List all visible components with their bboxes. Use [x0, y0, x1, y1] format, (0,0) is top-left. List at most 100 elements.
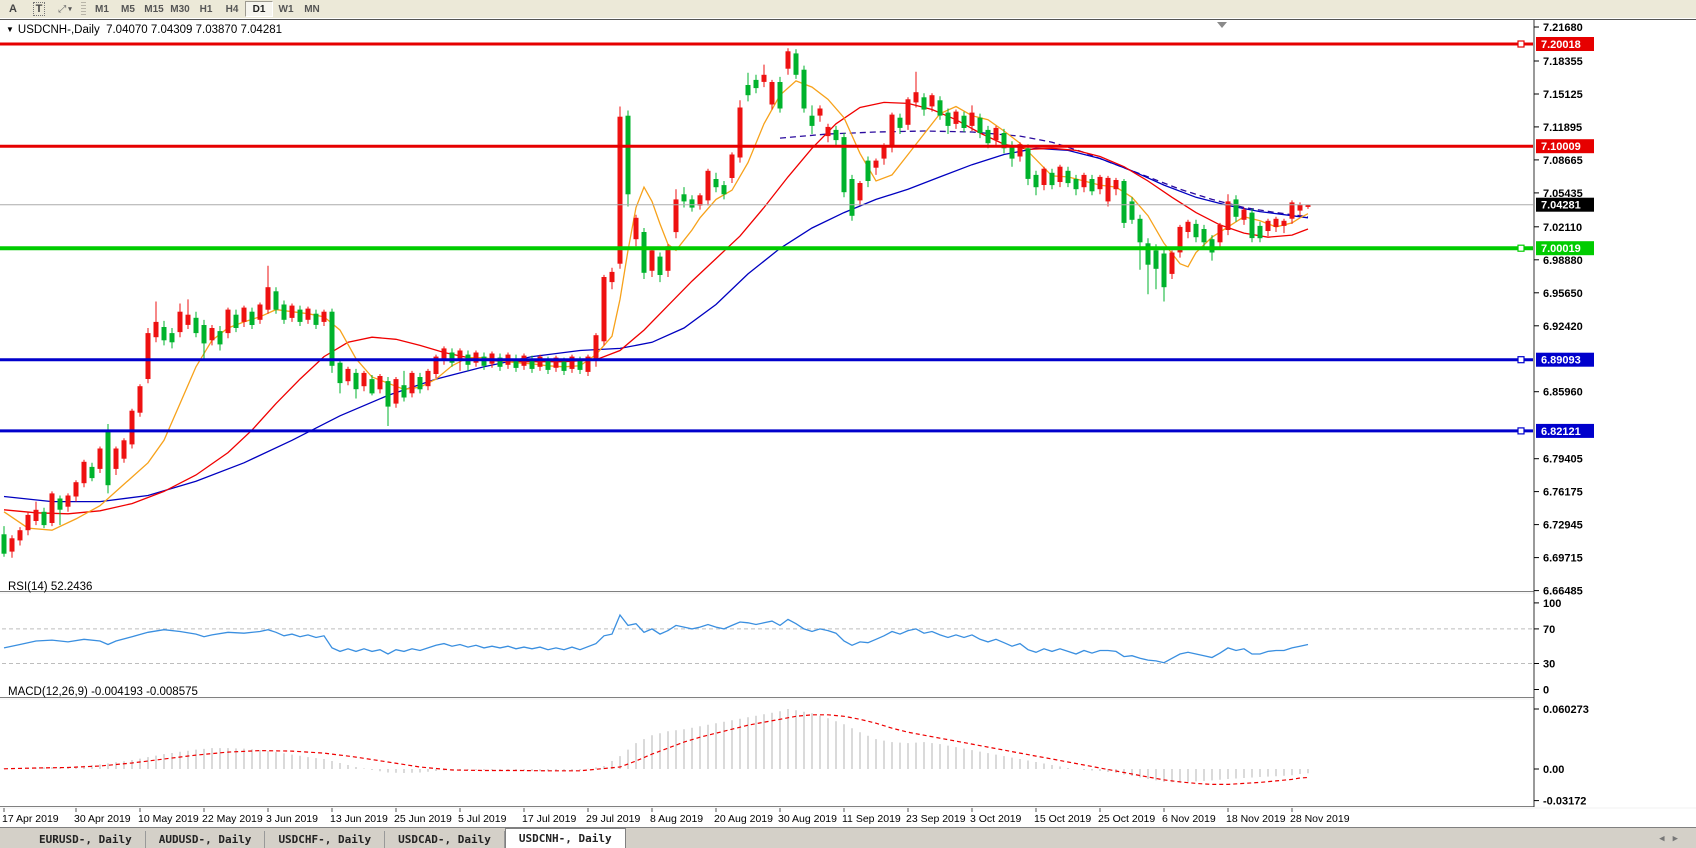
svg-text:6.85960: 6.85960 [1543, 387, 1583, 399]
toolbar-grip [81, 2, 86, 16]
svg-text:20 Aug 2019: 20 Aug 2019 [714, 813, 773, 825]
panel-borders [0, 591, 1696, 809]
svg-text:6.95650: 6.95650 [1543, 288, 1583, 300]
scroll-right-icon: ▶ [1672, 834, 1686, 844]
timeframe-m15[interactable]: M15 [144, 3, 164, 15]
chart-shift-marker[interactable] [1217, 22, 1227, 28]
svg-text:23 Sep 2019: 23 Sep 2019 [906, 813, 966, 825]
chart-tabs: EURUSD-, Daily AUDUSD-, Daily USDCHF-, Dai… [26, 828, 626, 848]
svg-text:7.08665: 7.08665 [1543, 155, 1583, 167]
svg-text:25 Jun 2019: 25 Jun 2019 [394, 813, 452, 825]
ohlc-close: 7.04281 [240, 24, 283, 36]
bid-price-badge [1536, 197, 1594, 212]
svg-text:15 Oct 2019: 15 Oct 2019 [1034, 813, 1091, 825]
svg-text:7.10009: 7.10009 [1541, 141, 1581, 153]
svg-text:6.66485: 6.66485 [1543, 586, 1583, 598]
svg-text:7.18355: 7.18355 [1543, 56, 1583, 68]
svg-text:7.05435: 7.05435 [1543, 188, 1583, 200]
tab-usdcnh[interactable]: USDCNH-, Daily [504, 828, 626, 848]
svg-text:17 Apr 2019: 17 Apr 2019 [2, 813, 59, 825]
svg-text:28 Nov 2019: 28 Nov 2019 [1290, 813, 1350, 825]
svg-text:7.04281: 7.04281 [1541, 200, 1581, 212]
svg-text:8 Aug 2019: 8 Aug 2019 [650, 813, 703, 825]
svg-text:22 May 2019: 22 May 2019 [202, 813, 263, 825]
ohlc-high: 7.04309 [150, 24, 193, 36]
rsi-panel [2, 613, 1533, 664]
svg-text:7.11895: 7.11895 [1543, 122, 1582, 134]
ohlc-low: 7.03870 [195, 24, 238, 36]
toolbar: A T ⤢ ▾ M1 M5 M15 M30 H1 H4 D1 W1 MN [0, 0, 1696, 19]
svg-text:5 Jul 2019: 5 Jul 2019 [458, 813, 507, 825]
timeframe-d1[interactable]: D1 [245, 1, 273, 17]
horizontal-lines[interactable] [0, 40, 1533, 435]
tab-scroll-arrows[interactable]: ◀▶ [1659, 834, 1686, 844]
line-handle [1517, 427, 1525, 435]
svg-text:3 Oct 2019: 3 Oct 2019 [970, 813, 1022, 825]
text-tool-button[interactable]: T [27, 2, 51, 17]
timeframe-m1[interactable]: M1 [95, 3, 109, 15]
svg-text:7.02110: 7.02110 [1543, 222, 1582, 234]
svg-text:6.79405: 6.79405 [1543, 454, 1583, 466]
svg-text:29 Jul 2019: 29 Jul 2019 [586, 813, 640, 825]
svg-text:0: 0 [1543, 685, 1549, 697]
chart-tab-bar: EURUSD-, Daily AUDUSD-, Daily USDCHF-, Dai… [0, 827, 1696, 848]
arrows-icon: ⤢ [58, 3, 67, 15]
collapse-triangle-icon[interactable]: ▼ [6, 25, 14, 34]
svg-text:6.98880: 6.98880 [1543, 255, 1583, 267]
svg-text:30 Aug 2019: 30 Aug 2019 [778, 813, 837, 825]
svg-text:6.76175: 6.76175 [1543, 487, 1583, 499]
svg-text:0.00: 0.00 [1543, 764, 1564, 776]
svg-text:13 Jun 2019: 13 Jun 2019 [330, 813, 388, 825]
timeframe-m5[interactable]: M5 [121, 3, 135, 15]
svg-text:0.060273: 0.060273 [1543, 704, 1589, 716]
svg-text:70: 70 [1543, 624, 1555, 636]
rsi-indicator-label: RSI(14) 52.2436 [8, 581, 93, 593]
svg-text:7.21680: 7.21680 [1543, 22, 1583, 34]
macd-indicator-label: MACD(12,26,9) -0.004193 -0.008575 [8, 686, 198, 698]
cursor-tool-button[interactable]: A [9, 3, 17, 15]
svg-text:6.72945: 6.72945 [1543, 520, 1583, 532]
svg-text:6.89093: 6.89093 [1541, 355, 1581, 367]
svg-text:6.82121: 6.82121 [1541, 426, 1581, 438]
svg-text:7.20018: 7.20018 [1541, 39, 1581, 51]
time-axis[interactable]: 17 Apr 2019 30 Apr 2019 10 May 2019 22 May … [2, 808, 1350, 825]
svg-text:6.92420: 6.92420 [1543, 321, 1583, 333]
tab-eurusd[interactable]: EURUSD-, Daily [26, 831, 146, 848]
arrows-tool-button[interactable]: ⤢ ▾ [53, 2, 77, 17]
svg-text:11 Sep 2019: 11 Sep 2019 [842, 813, 901, 825]
svg-text:7.00019: 7.00019 [1541, 243, 1581, 255]
svg-text:100: 100 [1543, 598, 1561, 610]
timeframe-group: M1 M5 M15 M30 H1 H4 D1 W1 MN [89, 1, 325, 17]
timeframe-h4[interactable]: H4 [225, 3, 239, 15]
ohlc-open: 7.04070 [106, 24, 148, 36]
tab-usdcad[interactable]: USDCAD-, Daily [385, 831, 505, 848]
timeframe-m30[interactable]: M30 [170, 3, 190, 15]
svg-text:17 Jul 2019: 17 Jul 2019 [522, 813, 576, 825]
chart-canvas[interactable]: 7.21680 7.18355 7.15125 7.11895 7.08665 7.054… [0, 18, 1696, 832]
svg-text:25 Oct 2019: 25 Oct 2019 [1098, 813, 1155, 825]
line-handle [1517, 244, 1525, 252]
svg-text:-0.03172: -0.03172 [1543, 796, 1586, 808]
tab-audusd[interactable]: AUDUSD-, Daily [146, 831, 266, 848]
timeframe-w1[interactable]: W1 [278, 3, 294, 15]
svg-text:3 Jun 2019: 3 Jun 2019 [266, 813, 318, 825]
chart-title: ▼ USDCNH-,Daily 7.04070 7.04309 7.03870 7… [6, 24, 283, 36]
macd-panel [3, 709, 1309, 785]
scroll-left-icon: ◀ [1659, 834, 1673, 844]
svg-text:6 Nov 2019: 6 Nov 2019 [1162, 813, 1216, 825]
svg-text:10 May 2019: 10 May 2019 [138, 813, 199, 825]
svg-text:30 Apr 2019: 30 Apr 2019 [74, 813, 131, 825]
price-axis[interactable]: 7.21680 7.18355 7.15125 7.11895 7.08665 7.054… [1534, 22, 1594, 808]
timeframe-mn[interactable]: MN [304, 3, 320, 15]
svg-text:6.69715: 6.69715 [1543, 553, 1583, 565]
svg-text:18 Nov 2019: 18 Nov 2019 [1226, 813, 1286, 825]
line-handle [1517, 40, 1525, 48]
svg-text:30: 30 [1543, 659, 1555, 671]
timeframe-h1[interactable]: H1 [199, 3, 213, 15]
chevron-down-icon: ▾ [68, 6, 72, 13]
candles-layer [1, 48, 1311, 558]
chart-area[interactable]: 7.21680 7.18355 7.15125 7.11895 7.08665 7.054… [0, 18, 1696, 827]
tab-usdchf[interactable]: USDCHF-, Daily [265, 831, 386, 848]
svg-text:7.15125: 7.15125 [1543, 89, 1583, 101]
